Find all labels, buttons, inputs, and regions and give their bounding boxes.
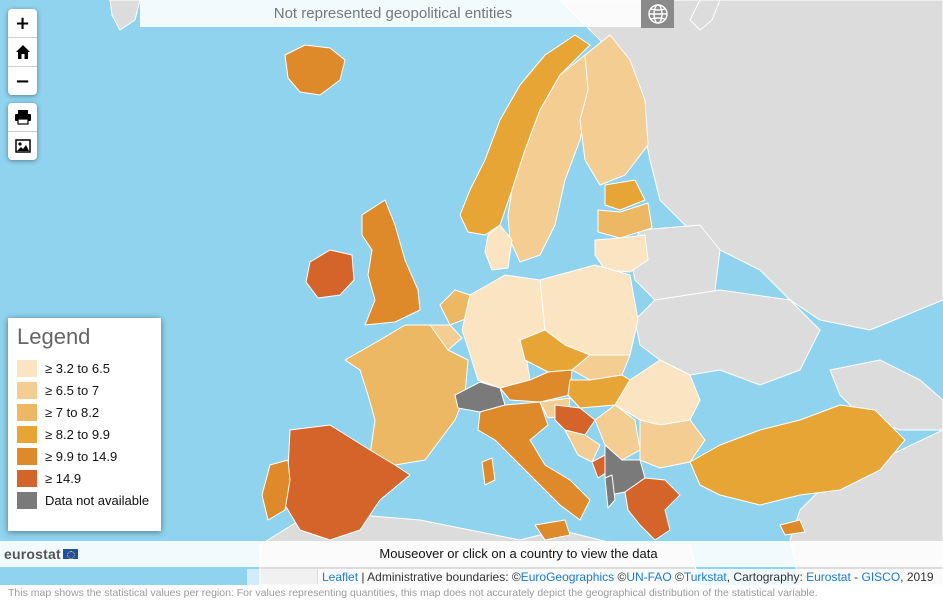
export-controls — [8, 103, 37, 160]
zoom-in-label: + — [14, 12, 31, 34]
globe-button[interactable] — [641, 0, 674, 28]
attribution-year: , 2019 — [900, 570, 934, 584]
legend-item[interactable]: ≥ 6.5 to 7 — [17, 380, 99, 400]
region-ukraine — [634, 289, 821, 386]
country-estonia[interactable] — [604, 179, 646, 211]
eu-flag-icon — [62, 549, 78, 559]
info-bar: eurostat Mouseover or click on a country… — [0, 541, 943, 567]
leaflet-link[interactable]: Leaflet — [322, 570, 359, 584]
country-france[interactable] — [344, 324, 469, 466]
image-icon — [14, 139, 31, 153]
country-bosnia[interactable] — [564, 429, 601, 463]
legend-item[interactable]: ≥ 9.9 to 14.9 — [17, 446, 117, 466]
country-albania[interactable] — [604, 474, 616, 509]
legend-item[interactable]: ≥ 8.2 to 9.9 — [17, 424, 110, 444]
image-export-button[interactable] — [8, 132, 37, 160]
eurostat-link[interactable]: Eurostat — [806, 570, 851, 584]
country-lithuania[interactable] — [594, 234, 649, 273]
legend-item[interactable]: ≥ 7 to 8.2 — [17, 402, 99, 422]
country-finland[interactable] — [579, 34, 649, 186]
attribution: Leaflet | Administrative boundaries: ©Eu… — [318, 569, 943, 585]
region-svalbard — [689, 0, 721, 31]
unfao-link[interactable]: UN-FAO — [626, 570, 672, 584]
eurogeographics-link[interactable]: EuroGeographics — [520, 570, 615, 584]
country-norway[interactable] — [459, 34, 591, 236]
legend-item-label: ≥ 7 to 8.2 — [45, 404, 100, 420]
country-ireland[interactable] — [305, 249, 355, 299]
legend-swatch — [17, 359, 37, 377]
country-portugal[interactable] — [261, 459, 291, 521]
hover-hint: Mouseover or click on a country to view … — [379, 546, 658, 561]
legend-item-label: ≥ 8.2 to 9.9 — [45, 426, 110, 442]
legend-item-label: ≥ 6.5 to 7 — [45, 382, 100, 398]
attribution-text: © — [614, 570, 627, 584]
zoom-in-button[interactable]: + — [8, 9, 37, 38]
print-button[interactable] — [8, 103, 37, 132]
legend-item[interactable]: ≥ 14.9 — [17, 468, 81, 488]
eurostat-logo[interactable]: eurostat — [4, 546, 78, 562]
legend-item[interactable]: ≥ 3.2 to 6.5 — [17, 358, 110, 378]
country-bulgaria[interactable] — [639, 419, 706, 469]
disclaimer-text: This map shows the statistical values pe… — [8, 587, 818, 599]
attribution-text: , Cartography: — [726, 570, 807, 584]
country-iceland[interactable] — [284, 44, 346, 96]
country-sardinia[interactable] — [481, 457, 496, 486]
zoom-controls: + − — [8, 9, 37, 95]
legend-swatch — [17, 491, 37, 509]
attribution-text: | Administrative boundaries: © — [358, 570, 521, 584]
country-sicily[interactable] — [534, 519, 571, 541]
gisco-link[interactable]: GISCO — [861, 570, 901, 584]
country-uk[interactable] — [361, 199, 421, 326]
legend-swatch — [17, 469, 37, 487]
legend-title: Legend — [17, 324, 91, 349]
country-italy[interactable] — [477, 401, 591, 521]
country-greece[interactable] — [624, 477, 681, 541]
legend-item-label: ≥ 9.9 to 14.9 — [45, 448, 118, 464]
attribution-text: © — [671, 570, 684, 584]
legend-panel: Legend ≥ 3.2 to 6.5 ≥ 6.5 to 7 ≥ 7 to 8.… — [8, 318, 161, 531]
legend-swatch — [17, 425, 37, 443]
turkstat-link[interactable]: Turkstat — [683, 570, 727, 584]
country-slovakia[interactable] — [571, 354, 631, 381]
legend-item-label: ≥ 14.9 — [45, 470, 82, 486]
country-turkey[interactable] — [689, 404, 906, 506]
country-denmark[interactable] — [484, 224, 513, 271]
legend-item-label: Data not available — [45, 492, 150, 508]
legend-swatch — [17, 403, 37, 421]
legend-swatch — [17, 447, 37, 465]
zoom-out-label: − — [14, 70, 31, 92]
home-button[interactable] — [8, 38, 37, 67]
legend-swatch — [17, 381, 37, 399]
printer-icon — [14, 110, 31, 125]
country-cyprus[interactable] — [779, 519, 806, 536]
attribution-text: - — [850, 570, 862, 584]
region-greenland-edge — [109, 0, 141, 31]
globe-icon — [647, 4, 668, 24]
zoom-out-button[interactable]: − — [8, 67, 37, 95]
legend-item-label: ≥ 3.2 to 6.5 — [45, 360, 110, 376]
region-selector[interactable]: Not represented geopolitical entities ⌄ — [140, 0, 674, 27]
eurostat-logo-text: eurostat — [4, 546, 61, 562]
region-selector-value[interactable]: Not represented geopolitical entities — [273, 5, 513, 22]
scale-bar — [247, 569, 317, 585]
home-icon — [15, 45, 30, 59]
country-germany[interactable] — [461, 274, 546, 389]
legend-item[interactable]: Data not available — [17, 490, 149, 510]
country-latvia[interactable] — [597, 202, 653, 239]
country-croatia[interactable] — [554, 404, 596, 436]
